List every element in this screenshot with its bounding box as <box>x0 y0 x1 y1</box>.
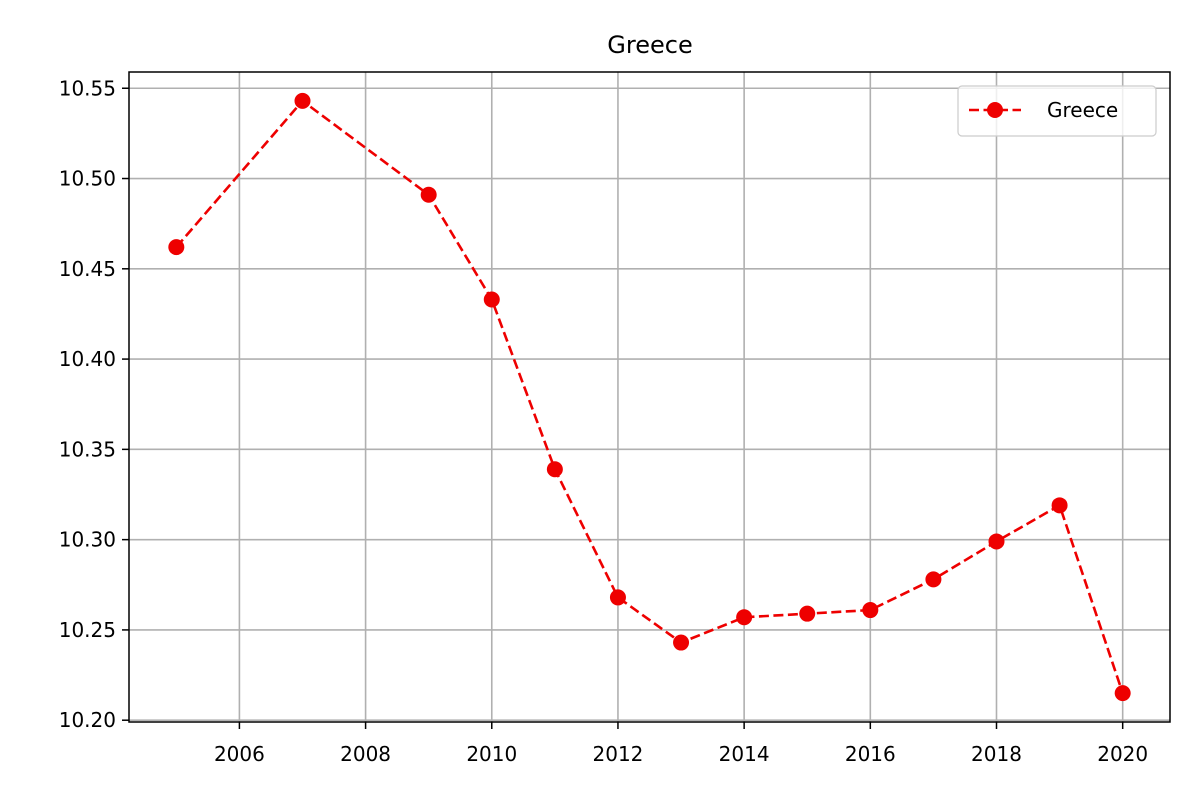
data-point <box>799 605 816 622</box>
data-point <box>609 589 626 606</box>
y-tick-label: 10.35 <box>59 437 116 461</box>
y-tick-label: 10.40 <box>59 347 116 371</box>
x-tick-label: 2006 <box>214 742 265 766</box>
x-tick-label: 2016 <box>845 742 896 766</box>
legend-label: Greece <box>1047 98 1118 122</box>
data-point <box>294 92 311 109</box>
x-tick-label: 2010 <box>466 742 517 766</box>
y-tick-label: 10.30 <box>59 528 116 552</box>
chart-title: Greece <box>607 31 692 59</box>
x-tick-label: 2008 <box>340 742 391 766</box>
legend-box <box>957 85 1157 137</box>
data-point <box>925 571 942 588</box>
x-tick-label: 2012 <box>593 742 644 766</box>
data-point <box>168 239 185 256</box>
data-point <box>1051 497 1068 514</box>
data-point <box>420 186 437 203</box>
data-point <box>546 461 563 478</box>
series-line <box>175 99 1124 694</box>
data-point <box>736 609 753 626</box>
y-tick-label: 10.55 <box>59 76 116 100</box>
y-tick-label: 10.45 <box>59 257 116 281</box>
y-tick-label: 10.50 <box>59 167 116 191</box>
data-point <box>673 634 690 651</box>
plot-frame <box>128 71 1171 723</box>
series-layer <box>168 92 1131 702</box>
x-tick-label: 2020 <box>1097 742 1148 766</box>
y-tick-label: 10.20 <box>59 708 116 732</box>
data-point <box>483 291 500 308</box>
y-tick-label: 10.25 <box>59 618 116 642</box>
legend-marker-swatch <box>987 102 1003 118</box>
legend: Greece <box>957 85 1157 137</box>
x-axis: 2006 2008 2010 2012 2014 2016 2018 2020 <box>214 722 1148 766</box>
data-point <box>988 533 1005 550</box>
data-point <box>1114 685 1131 702</box>
x-tick-label: 2014 <box>719 742 770 766</box>
data-point <box>862 602 879 619</box>
x-tick-label: 2018 <box>971 742 1022 766</box>
y-axis: 10.20 10.25 10.30 10.35 10.40 10.45 10.50 10.55 <box>59 76 129 732</box>
